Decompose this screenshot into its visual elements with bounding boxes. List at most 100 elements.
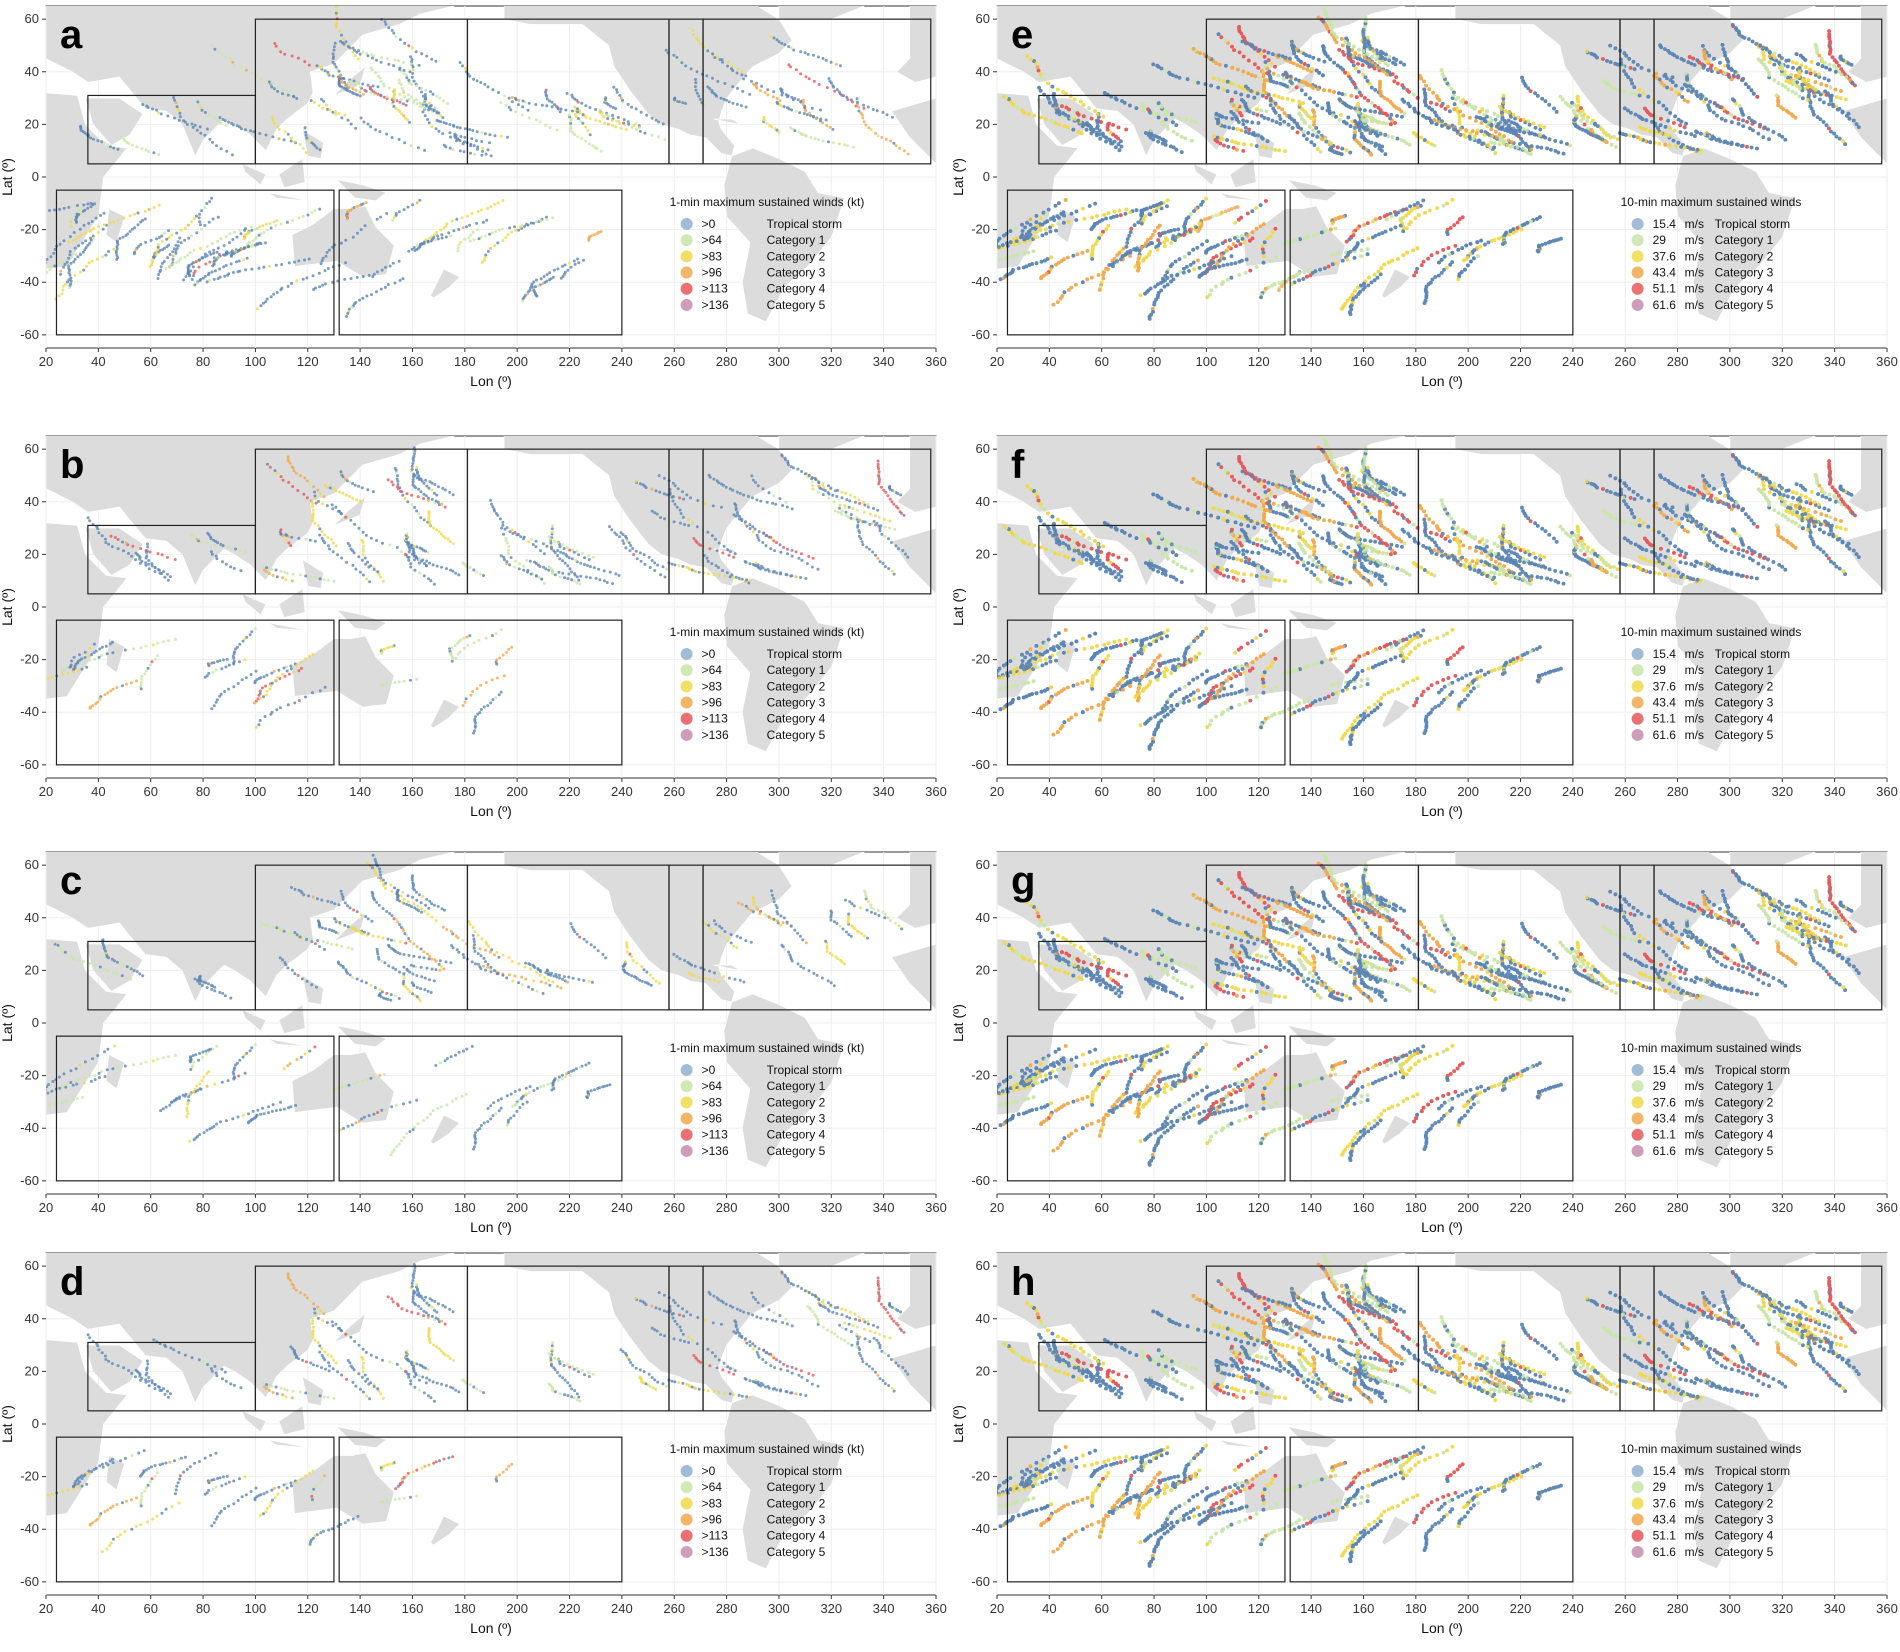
track-point (376, 92, 380, 96)
track-point (982, 252, 986, 256)
track-point (821, 121, 825, 125)
track-point (229, 56, 233, 60)
track-point (165, 237, 169, 241)
track-point (587, 142, 591, 146)
track-point (548, 271, 552, 275)
track-point (401, 61, 405, 64)
track-point (301, 277, 305, 281)
track-point (270, 115, 274, 119)
track-point (619, 126, 623, 130)
track-point (782, 105, 786, 109)
track-point (401, 102, 405, 106)
track-point (326, 70, 330, 74)
track-point (521, 99, 525, 103)
track-point (463, 140, 466, 144)
track-point (464, 67, 468, 70)
basin-boxes (55, 18, 932, 336)
track-point (198, 125, 202, 129)
track-point (293, 260, 296, 264)
track-point (758, 89, 762, 93)
track-point (219, 147, 223, 151)
track-point (68, 250, 72, 253)
track-point (813, 137, 817, 141)
track-point (755, 81, 759, 85)
track-point (228, 241, 231, 245)
track-point (96, 231, 100, 234)
track-point (339, 74, 342, 78)
track-point (898, 146, 902, 150)
track-point (880, 136, 884, 139)
track-point (362, 120, 366, 124)
track-point (86, 202, 90, 206)
track-point (789, 126, 792, 130)
track-point (435, 231, 439, 234)
track-point (610, 118, 614, 122)
track-point (48, 268, 52, 272)
track-point (731, 101, 735, 105)
track-point (402, 72, 406, 76)
track-point (69, 261, 73, 265)
track-point (262, 301, 265, 305)
track-point (831, 127, 835, 131)
track-point (171, 262, 175, 266)
y-tick-label: 40 (25, 64, 39, 79)
track-point (415, 102, 419, 106)
track-point (433, 106, 437, 110)
track-point (81, 241, 85, 245)
track-point (763, 91, 767, 95)
track-point (229, 254, 233, 258)
track-point (982, 251, 986, 255)
track-point (147, 150, 151, 153)
track-point (157, 203, 161, 207)
track-point (157, 236, 161, 239)
track-point (194, 260, 198, 264)
legend-threshold: >83 (702, 249, 723, 263)
track-point (307, 257, 311, 261)
track-point (506, 233, 510, 237)
track-point (234, 249, 237, 253)
track-point (244, 268, 248, 272)
track-point (535, 118, 538, 122)
track-point (427, 106, 431, 110)
track-point (375, 58, 378, 62)
track-point (70, 217, 74, 221)
track-point (958, 266, 962, 270)
track-point (258, 225, 262, 229)
track-points (46, 6, 910, 318)
track-point (425, 54, 429, 58)
track-point (415, 201, 419, 205)
track-point (470, 137, 474, 141)
track-point (545, 97, 549, 101)
track-point (744, 74, 748, 78)
track-point (265, 297, 269, 301)
track-point (855, 101, 859, 104)
track-point (441, 132, 445, 136)
track-point (514, 110, 518, 114)
track-point (68, 268, 72, 272)
track-point (57, 294, 61, 298)
track-point (470, 212, 474, 215)
track-point (392, 64, 396, 68)
track-point (101, 227, 105, 231)
track-point (237, 248, 241, 252)
track-point (178, 111, 182, 115)
track-point (265, 228, 269, 232)
track-point (331, 60, 335, 64)
track-point (976, 262, 980, 266)
track-point (203, 255, 207, 259)
track-point (535, 278, 538, 282)
track-point (179, 241, 183, 245)
track-point (295, 279, 299, 283)
track-point (208, 200, 212, 204)
track-point (203, 252, 207, 256)
track-point (513, 225, 516, 229)
track-point (484, 253, 488, 257)
track-point (632, 124, 636, 127)
track-point (379, 287, 383, 291)
track-point (876, 134, 880, 138)
track-point (400, 112, 404, 116)
track-point (52, 251, 56, 255)
track-point (156, 277, 160, 280)
track-point (472, 144, 476, 148)
track-point (510, 100, 514, 104)
